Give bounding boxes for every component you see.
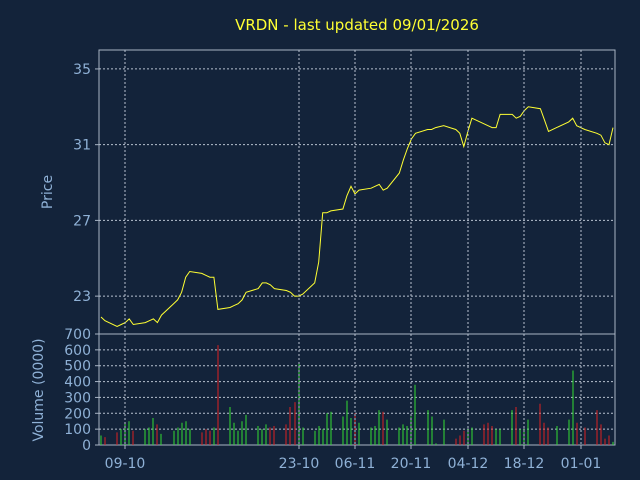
volume-plot-frame [98,333,616,446]
volume-bars [100,345,614,445]
x-tick-label: 18-12 [504,456,545,472]
x-axis-ticks: 09-10 23-10 06-11 20-11 04-12 18-12 01-01 [105,50,602,472]
volume-tick-label: 100 [64,422,91,438]
price-panel: 35 31 27 23 Price [40,49,616,335]
chart-title: VRDN - last updated 09/01/2026 [235,16,479,34]
volume-tick-label: 0 [82,438,91,454]
price-gridlines [99,68,615,297]
price-tick-label: 27 [73,213,91,229]
x-tick-label: 04-12 [448,456,489,472]
price-axis-label: Price [40,175,56,209]
volume-gridlines [99,349,615,430]
price-y-ticks: 35 31 27 23 [73,62,99,305]
x-tick-label: 09-10 [105,456,146,472]
price-tick-label: 23 [73,289,91,305]
x-tick-label: 01-01 [561,456,602,472]
volume-tick-label: 300 [64,390,91,406]
volume-tick-label: 400 [64,375,91,391]
x-tick-label: 06-11 [335,456,376,472]
volume-tick-label: 700 [64,327,91,343]
x-tick-label: 23-10 [279,456,320,472]
price-tick-label: 35 [73,62,91,78]
volume-tick-label: 600 [64,343,91,359]
price-line [100,106,614,327]
price-tick-label: 31 [73,138,91,154]
volume-tick-label: 500 [64,359,91,375]
volume-axis-label: Volume (0000) [31,338,47,441]
volume-tick-label: 200 [64,406,91,422]
x-tick-label: 20-11 [391,456,432,472]
